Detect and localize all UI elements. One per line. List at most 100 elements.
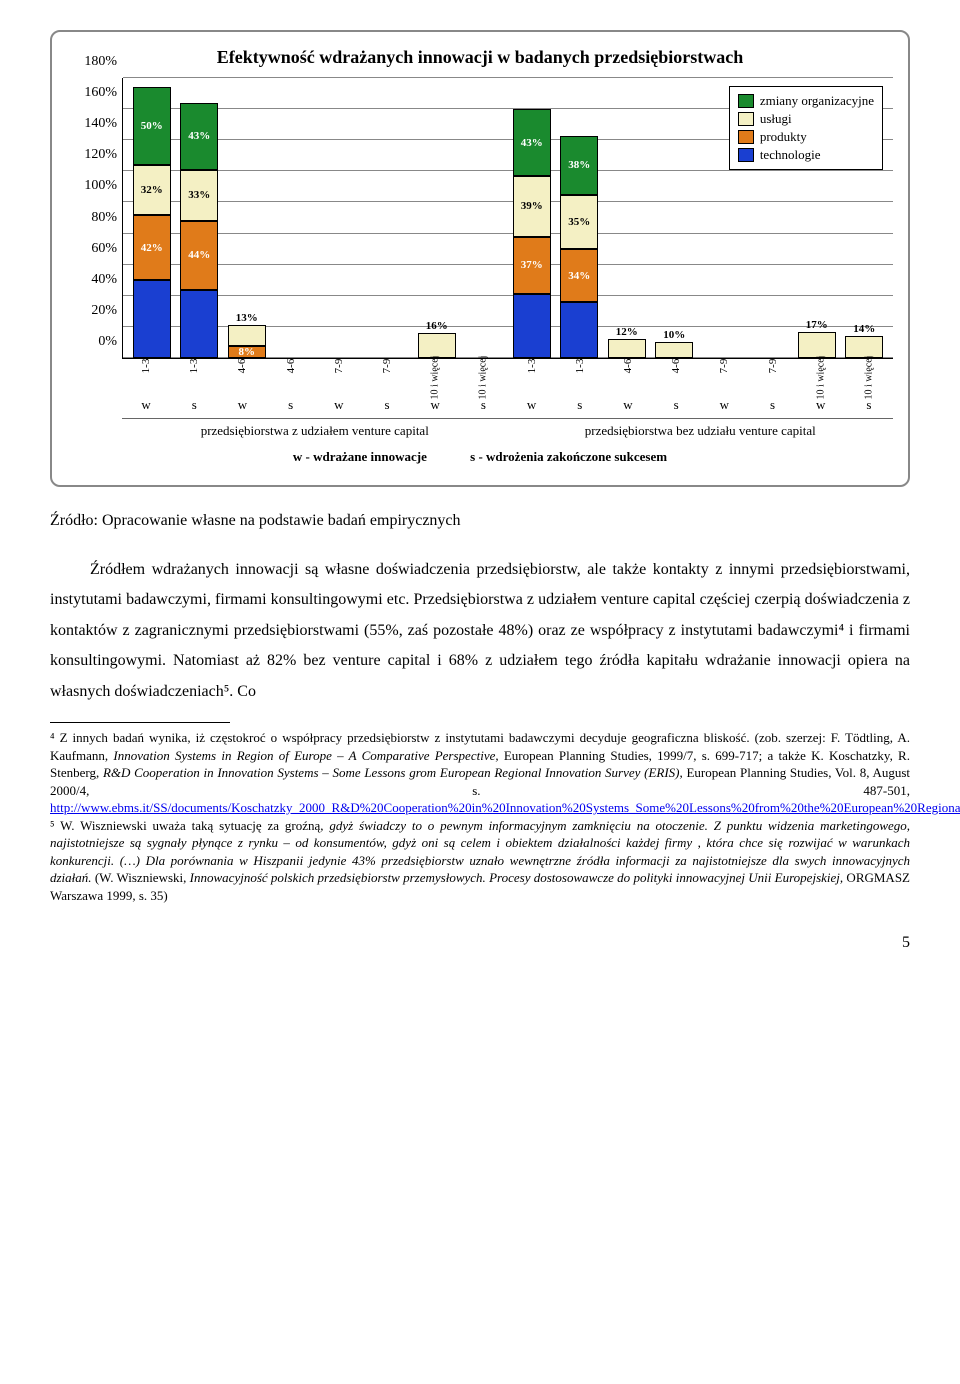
bar-slot: 10% xyxy=(651,78,699,358)
segment-label: 39% xyxy=(521,200,543,212)
bar-segment: 10% xyxy=(655,342,693,358)
x-label: 10 i więcejw xyxy=(411,358,459,418)
body-paragraph: Źródłem wdrażanych innowacji są własne d… xyxy=(50,555,910,707)
x-label: 10 i więcejw xyxy=(797,358,845,418)
footnote-separator xyxy=(50,722,230,723)
legend-label: produkty xyxy=(760,129,807,145)
footnote-5: ⁵ W. Wiszniewski uważa taką sytuację za … xyxy=(50,817,910,905)
segment-label: 13% xyxy=(236,312,258,324)
legend-item: technologie xyxy=(738,147,874,163)
legend-label: zmiany organizacyjne xyxy=(760,93,874,109)
bar-slot xyxy=(366,78,414,358)
x-label: 4-6w xyxy=(218,358,266,418)
legend-swatch xyxy=(738,112,754,126)
y-tick: 20% xyxy=(67,303,117,319)
bar-segment: 39% xyxy=(513,176,551,237)
y-tick: 40% xyxy=(67,272,117,288)
x-label: 7-9s xyxy=(748,358,796,418)
bar: 44% 44% 33% 43% xyxy=(180,103,218,358)
bar-segment: 33% xyxy=(180,170,218,221)
x-label: 1-3w xyxy=(508,358,556,418)
bar-segment: 12% xyxy=(608,339,646,358)
bar-segment: 38% xyxy=(560,136,598,195)
segment-label: 37% xyxy=(521,259,543,271)
segment-label: 12% xyxy=(616,326,638,338)
x-label: 10 i więcejs xyxy=(845,358,893,418)
bar-slot: 8% 13% xyxy=(223,78,271,358)
chart-container: Efektywność wdrażanych innowacji w badan… xyxy=(50,30,910,487)
footnotes: ⁴ Z innych badań wynika, iż częstokroć o… xyxy=(50,729,910,904)
bar-segment: 42% xyxy=(133,215,171,280)
bar-segment: 50% xyxy=(133,87,171,165)
group-labels: przedsiębiorstwa z udziałem venture capi… xyxy=(122,418,893,439)
bar: 8%13% xyxy=(228,325,266,358)
y-tick: 140% xyxy=(67,116,117,132)
segment-label: 43% xyxy=(188,130,210,142)
body-text: Źródłem wdrażanych innowacji są własne d… xyxy=(50,555,910,707)
x-label: 1-3w xyxy=(122,358,170,418)
bar-segment: 43% xyxy=(180,103,218,170)
bar-segment: 36% xyxy=(560,302,598,358)
bar-slot xyxy=(318,78,366,358)
bar: 10% xyxy=(655,342,693,358)
footnote-4: ⁴ Z innych badań wynika, iż częstokroć o… xyxy=(50,729,910,817)
legend-item: usługi xyxy=(738,111,874,127)
y-tick: 120% xyxy=(67,147,117,163)
x-label: 1-3s xyxy=(556,358,604,418)
bar: 17% xyxy=(798,332,836,358)
y-tick: 160% xyxy=(67,85,117,101)
segment-label: 33% xyxy=(188,189,210,201)
legend-swatch xyxy=(738,130,754,144)
bar-segment: 16% xyxy=(418,333,456,358)
bar-slot xyxy=(461,78,509,358)
chart-title: Efektywność wdrażanych innowacji w badan… xyxy=(67,47,893,68)
y-tick: 100% xyxy=(67,178,117,194)
segment-label: 10% xyxy=(663,329,685,341)
x-label: 10 i więcejs xyxy=(459,358,507,418)
bar-segment: 41% xyxy=(513,294,551,358)
bar-slot xyxy=(271,78,319,358)
bar: 12% xyxy=(608,339,646,358)
x-label: 7-9w xyxy=(700,358,748,418)
chart-area: 0%20%40%60%80%100%120%140%160%180% 50%42… xyxy=(67,78,893,418)
segment-label: 35% xyxy=(568,216,590,228)
x-label: 4-6s xyxy=(652,358,700,418)
segment-label: 16% xyxy=(426,320,448,332)
footnote-link[interactable]: http://www.ebms.it/SS/documents/Koschatz… xyxy=(50,800,960,815)
segment-label: 42% xyxy=(141,242,163,254)
bar-segment: 50% xyxy=(133,280,171,358)
bar: 41% 37% 39% 43% xyxy=(513,109,551,358)
bar: 16% xyxy=(418,333,456,358)
legend-swatch xyxy=(738,148,754,162)
y-tick: 180% xyxy=(67,54,117,70)
legend: zmiany organizacyjne usługi produkty techno… xyxy=(729,86,883,170)
y-tick: 60% xyxy=(67,241,117,257)
bar-slot: 16% xyxy=(413,78,461,358)
legend-label: technologie xyxy=(760,147,821,163)
segment-label: 44% xyxy=(188,249,210,261)
segment-label: 17% xyxy=(806,319,828,331)
bar-segment: 43% xyxy=(513,109,551,176)
segment-label: 8% xyxy=(239,346,256,358)
legend-item: produkty xyxy=(738,129,874,145)
x-label: 7-9s xyxy=(363,358,411,418)
x-label: 4-6w xyxy=(604,358,652,418)
chart-key: w - wdrażane innowacje s - wdrożenia zak… xyxy=(67,449,893,465)
segment-label: 38% xyxy=(568,159,590,171)
bar-segment: 37% xyxy=(513,237,551,295)
x-label: 7-9w xyxy=(315,358,363,418)
bar-slot: 50% 42% 32% 50% xyxy=(128,78,176,358)
y-tick: 0% xyxy=(67,334,117,350)
source-line: Źródło: Opracowanie własne na podstawie … xyxy=(50,512,910,530)
legend-swatch xyxy=(738,94,754,108)
key-w: w - wdrażane innowacje xyxy=(293,449,427,464)
bar-segment: 17% xyxy=(798,332,836,358)
group-label-vc: przedsiębiorstwa z udziałem venture capi… xyxy=(122,418,508,439)
segment-label: 32% xyxy=(141,184,163,196)
bar-segment: 44% xyxy=(180,290,218,358)
bar-segment: 32% xyxy=(133,165,171,215)
bar-slot: 36%34%35%38% xyxy=(556,78,604,358)
y-tick: 80% xyxy=(67,210,117,226)
legend-item: zmiany organizacyjne xyxy=(738,93,874,109)
segment-label: 14% xyxy=(853,323,875,335)
